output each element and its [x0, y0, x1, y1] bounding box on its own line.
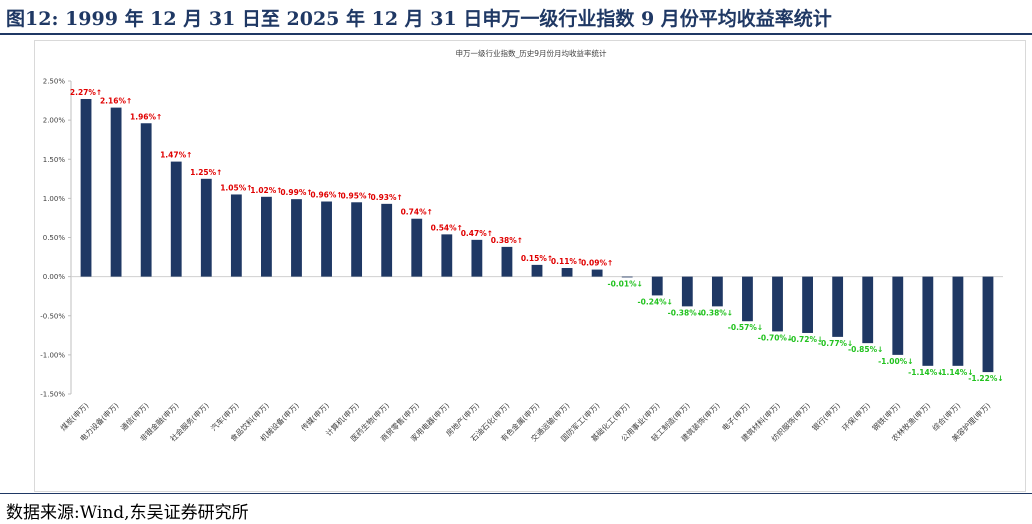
category-label: 煤炭(申万)	[58, 400, 90, 432]
bar	[381, 203, 393, 277]
data-label: 0.15%↑	[521, 254, 553, 263]
data-label: -0.85%↓	[848, 345, 883, 354]
data-label: -0.77%↓	[818, 339, 853, 348]
source-note: 数据来源:Wind,东吴证券研究所	[6, 503, 249, 523]
data-label: 0.96%↑	[310, 191, 342, 200]
category-label: 通信(申万)	[118, 400, 150, 432]
data-label: 0.09%↑	[581, 259, 613, 268]
data-labels: 2.27%↑2.16%↑ 1.96%↑ 1.47%↑ 1.25%↑ 1.05%↑1.02…	[70, 88, 1004, 383]
data-label: -0.70%↓	[758, 333, 793, 342]
data-label: 0.74%↑	[401, 208, 433, 217]
data-label: -1.00%↓	[878, 357, 913, 366]
category-label: 银行(申万)	[810, 400, 842, 432]
data-label: 1.05%↑	[220, 183, 252, 192]
category-label: 钢铁(申万)	[870, 400, 902, 432]
bar	[621, 276, 633, 278]
y-tick-label: 1.50%	[43, 156, 66, 164]
data-label: 1.47%↑	[160, 151, 192, 160]
data-label: -0.38%↓	[668, 308, 703, 317]
bar	[230, 194, 242, 277]
bar	[441, 234, 453, 277]
bar-series	[80, 98, 994, 373]
bar	[892, 276, 904, 355]
data-label: -0.24%↓	[638, 297, 673, 306]
data-label: 0.95%↑	[340, 191, 372, 200]
bar	[140, 123, 152, 277]
bar	[802, 276, 813, 333]
top-divider	[0, 33, 1032, 35]
bar	[321, 201, 332, 277]
category-label: 电子(申万)	[719, 400, 751, 432]
data-label: 1.25%↑	[190, 168, 222, 177]
bar	[922, 276, 934, 366]
data-label: -1.22%↓	[968, 374, 1003, 383]
bar	[80, 98, 92, 277]
category-label: 汽车(申万)	[208, 400, 240, 432]
y-tick-label: -1.00%	[40, 351, 65, 359]
y-tick-label: 2.00%	[43, 117, 66, 125]
y-tick-label: 2.50%	[43, 78, 66, 86]
bar	[742, 276, 753, 322]
bar	[200, 178, 212, 277]
data-label: 1.02%↑	[250, 186, 282, 195]
bar	[681, 276, 693, 307]
bar	[471, 239, 483, 277]
bar	[110, 107, 122, 277]
bar	[651, 276, 663, 296]
bar	[261, 196, 272, 277]
figure-title: 图12: 1999 年 12 月 31 日至 2025 年 12 月 31 日申…	[6, 8, 832, 30]
bar-chart: 申万一级行业指数_历史9月份月均收益率统计 2.50% 2.00% 1.50% 1.0…	[40, 48, 1004, 443]
y-tick-label: 0.00%	[43, 273, 66, 281]
data-label: -1.14%↓	[938, 368, 973, 377]
data-label: -0.57%↓	[728, 323, 763, 332]
bar	[501, 246, 513, 277]
category-labels: 煤炭(申万)电力设备(申万)通信(申万)非银金融(申万)社会服务(申万)汽车(申…	[58, 400, 992, 443]
data-label: 0.38%↑	[491, 236, 523, 245]
data-label: -0.01%↓	[607, 279, 642, 288]
data-label: -0.38%↓	[698, 308, 733, 317]
y-tick-label: 0.50%	[43, 234, 66, 242]
category-label: 传媒(申万)	[299, 400, 331, 432]
category-label: 综合(申万)	[930, 400, 962, 432]
data-label: 0.47%↑	[461, 229, 493, 238]
data-label: -0.72%↓	[788, 335, 823, 344]
y-tick-label: 1.00%	[43, 195, 66, 203]
data-label: 1.96%↑	[130, 112, 162, 121]
data-label: 0.11%↑	[551, 257, 583, 266]
y-tick-label: -1.50%	[40, 391, 65, 399]
data-label: 2.27%↑	[70, 88, 102, 97]
bar	[411, 218, 423, 277]
category-label: 环保(申万)	[840, 400, 872, 432]
chart-frame: 申万一级行业指数_历史9月份月均收益率统计 2.50% 2.00% 1.50% 1.0…	[34, 40, 1026, 492]
bar	[772, 276, 783, 332]
bar	[832, 276, 844, 337]
bar	[711, 276, 723, 307]
data-label: -1.14%↓	[908, 368, 943, 377]
bar	[561, 268, 573, 277]
bar	[862, 276, 874, 344]
bar	[170, 161, 182, 277]
data-label: 2.16%↑	[100, 97, 132, 106]
bar	[591, 269, 603, 277]
bar	[982, 276, 994, 373]
chart-title: 申万一级行业指数_历史9月份月均收益率统计	[455, 48, 607, 58]
y-axis: 2.50% 2.00% 1.50% 1.00% 0.50% 0.00% -0.50% -1.0…	[40, 78, 72, 399]
bar	[952, 276, 964, 366]
bar	[291, 199, 302, 277]
data-label: 0.93%↑	[371, 193, 403, 202]
bar	[351, 202, 363, 277]
data-label: 0.54%↑	[431, 223, 463, 232]
data-label: 0.99%↑	[280, 188, 312, 197]
figure-header: 图12: 1999 年 12 月 31 日至 2025 年 12 月 31 日申…	[0, 0, 1032, 32]
y-tick-label: -0.50%	[40, 312, 65, 320]
bottom-divider	[0, 493, 1032, 494]
bar	[531, 264, 543, 277]
